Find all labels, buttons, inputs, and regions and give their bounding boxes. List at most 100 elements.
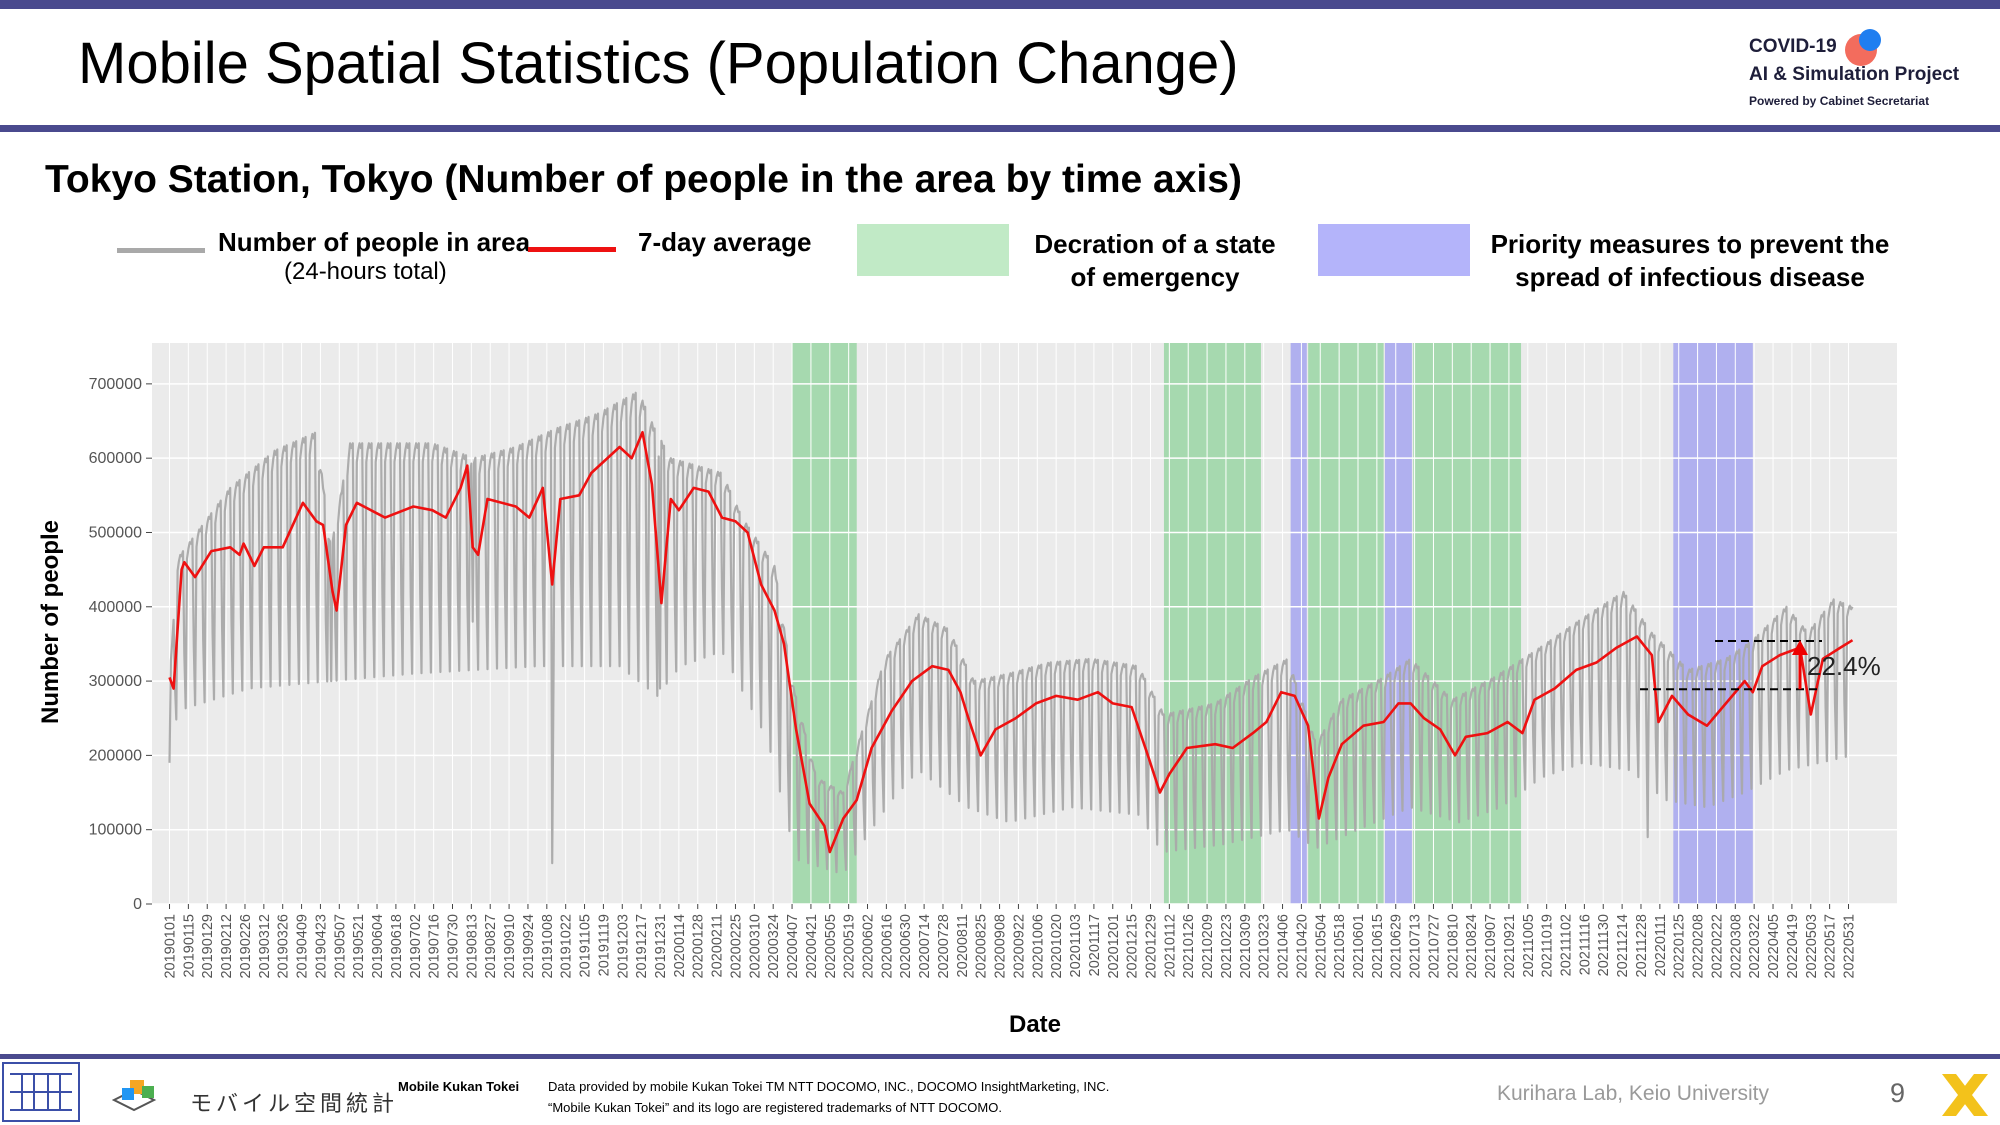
x-tick-label: 20201117 xyxy=(1087,914,1103,976)
x-axis-label: Date xyxy=(1009,1011,1061,1038)
x-tick-label: 20201020 xyxy=(1049,914,1065,979)
x-brand-icon xyxy=(1942,1074,1988,1116)
x-tick-label: 20210518 xyxy=(1332,914,1348,979)
legend-priority-label-2: spread of infectious disease xyxy=(1515,262,1865,292)
x-tick-label: 20190827 xyxy=(483,914,499,979)
x-tick-label: 20211130 xyxy=(1596,914,1612,976)
credit-line-1: Data provided by mobile Kukan Tokei TM N… xyxy=(548,1079,1110,1094)
x-tick-label: 20220125 xyxy=(1672,914,1688,979)
x-tick-label: 20190312 xyxy=(257,914,273,979)
x-tick-label: 20191217 xyxy=(634,914,650,979)
x-tick-label: 20210601 xyxy=(1351,914,1367,979)
x-tick-label: 20190226 xyxy=(238,914,254,979)
x-tick-label: 20191022 xyxy=(559,914,575,979)
x-tick-label: 20210223 xyxy=(1219,914,1235,979)
x-tick-label: 20190521 xyxy=(351,914,367,979)
x-tick-label: 20220531 xyxy=(1841,914,1857,979)
x-tick-label: 20200908 xyxy=(993,914,1009,979)
x-tick-label: 20210615 xyxy=(1370,914,1386,979)
x-tick-label: 20190702 xyxy=(408,914,424,979)
legend-average-swatch xyxy=(528,247,616,252)
y-axis-label: Number of people xyxy=(37,520,64,724)
x-tick-label: 20200505 xyxy=(823,914,839,979)
annotation-label: 22.4% xyxy=(1807,651,1881,681)
seven-day-average-line xyxy=(168,430,1854,854)
logo-dots-icon xyxy=(1845,29,1881,66)
y-tick-label: 500000 xyxy=(89,524,142,541)
x-tick-label: 20190618 xyxy=(389,914,405,979)
x-tick-label: 20200128 xyxy=(691,914,707,979)
x-tick-label: 20190910 xyxy=(502,914,518,979)
x-tick-label: 20210309 xyxy=(1238,914,1254,979)
x-tick-label: 20200825 xyxy=(974,914,990,979)
x-tick-label: 20200114 xyxy=(672,914,688,977)
x-tick-label: 20210420 xyxy=(1294,914,1310,979)
x-tick-label: 20200811 xyxy=(955,914,971,977)
slide-title: Mobile Spatial Statistics (Population Ch… xyxy=(78,31,1239,96)
x-tick-label: 20210713 xyxy=(1408,914,1424,979)
x-tick-label: 20190716 xyxy=(427,914,443,979)
ai-building-logo-icon xyxy=(2,1062,80,1122)
x-tick-label: 20211005 xyxy=(1521,914,1537,977)
legend-average-label: 7-day average xyxy=(638,227,812,257)
x-tick-label: 20201201 xyxy=(1106,914,1122,979)
x-tick-label: 20210824 xyxy=(1464,914,1480,979)
x-tick-label: 20210126 xyxy=(1181,914,1197,979)
title-divider xyxy=(0,125,2000,132)
y-tick-label: 200000 xyxy=(89,747,142,764)
lab-name: Kurihara Lab, Keio University xyxy=(1497,1082,1769,1105)
x-tick-label: 20190924 xyxy=(521,914,537,979)
x-tick-label: 20211116 xyxy=(1577,914,1593,975)
x-tick-label: 20211228 xyxy=(1634,914,1650,977)
legend-priority-label-1: Priority measures to prevent the xyxy=(1490,229,1890,259)
page-number: 9 xyxy=(1890,1078,1906,1108)
x-tick-label: 20200616 xyxy=(879,914,895,979)
x-tick-label: 20220222 xyxy=(1709,914,1725,979)
covid-ai-project-logo: COVID-19 AI & Simulation Project Powered… xyxy=(1745,29,1985,115)
x-tick-label: 20220111 xyxy=(1653,914,1669,976)
x-tick-label: 20200421 xyxy=(804,914,820,979)
emergency-period xyxy=(1413,343,1522,904)
x-tick-label: 20220322 xyxy=(1747,914,1763,979)
x-tick-label: 20200310 xyxy=(747,914,763,979)
x-tick-label: 20190212 xyxy=(219,914,235,979)
x-tick-label: 20210810 xyxy=(1445,914,1461,979)
logo-line-3: Powered by Cabinet Secretariat xyxy=(1749,94,1930,108)
x-tick-label: 20211102 xyxy=(1559,914,1575,976)
x-tick-label: 20210112 xyxy=(1162,914,1178,977)
x-tick-label: 20220517 xyxy=(1823,914,1839,979)
y-tick-label: 400000 xyxy=(89,599,142,616)
x-tick-label: 20220503 xyxy=(1804,914,1820,979)
x-tick-label: 20200728 xyxy=(936,914,952,979)
y-tick-label: 600000 xyxy=(89,450,142,467)
priority-measures-period xyxy=(1673,343,1753,904)
x-tick-label: 20200714 xyxy=(917,914,933,979)
x-tick-label: 20200324 xyxy=(766,914,782,979)
x-tick-label: 20200519 xyxy=(842,914,858,979)
mobile-kukan-cube-icon xyxy=(112,1080,157,1112)
x-tick-label: 20191105 xyxy=(578,914,594,977)
priority-measures-period xyxy=(1384,343,1412,904)
y-tick-label: 300000 xyxy=(89,673,142,690)
x-tick-label: 20201103 xyxy=(1068,914,1084,977)
x-tick-label: 20220405 xyxy=(1766,914,1782,979)
x-tick-label: 20190409 xyxy=(295,914,311,979)
x-tick-label: 20191008 xyxy=(540,914,556,979)
priority-measures-period xyxy=(1290,343,1307,904)
chart-subtitle: Tokyo Station, Tokyo (Number of people i… xyxy=(45,158,1242,201)
x-tick-label: 20201006 xyxy=(1030,914,1046,979)
x-tick-label: 20190326 xyxy=(276,914,292,979)
x-tick-label: 20200630 xyxy=(898,914,914,979)
x-tick-label: 20190604 xyxy=(370,914,386,979)
x-tick-label: 20200602 xyxy=(861,914,877,979)
x-tick-label: 20191203 xyxy=(615,914,631,979)
x-tick-label: 20190115 xyxy=(181,914,197,977)
y-tick-label: 100000 xyxy=(89,822,142,839)
x-tick-label: 20200211 xyxy=(710,914,726,977)
x-tick-label: 20190813 xyxy=(464,914,480,979)
x-tick-label: 20190423 xyxy=(313,914,329,979)
x-tick-label: 20211214 xyxy=(1615,914,1631,977)
logo-line-2: AI & Simulation Project xyxy=(1749,64,1960,85)
daily-people-line xyxy=(168,391,1854,874)
legend-daily-swatch xyxy=(117,248,205,253)
